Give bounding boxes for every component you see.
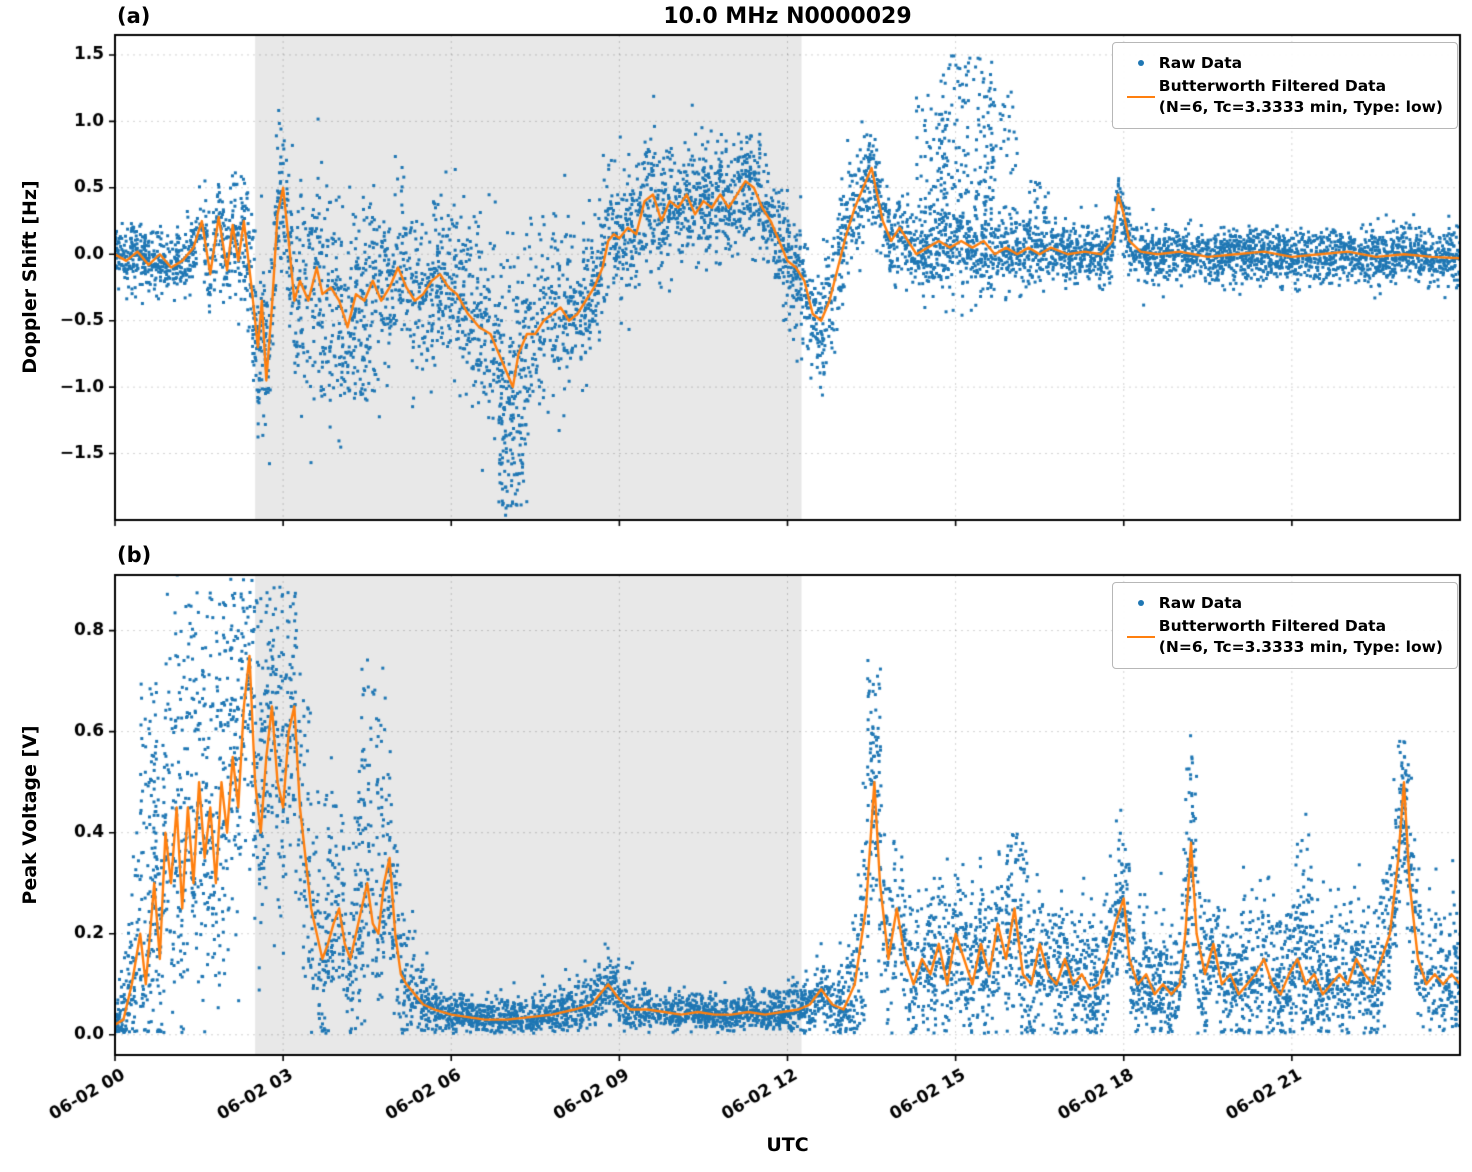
x-axis-label: UTC — [766, 1134, 809, 1156]
filtered-data-marker-cell — [1123, 635, 1159, 638]
filtered-data-line-icon — [1126, 635, 1155, 638]
filtered-data-marker-cell — [1123, 95, 1159, 98]
legend-raw-row: Raw Data — [1123, 53, 1443, 74]
panel-b-ylabel: Peak Voltage [V] — [19, 725, 41, 905]
legend-filtered-row: Butterworth Filtered Data (N=6, Tc=3.333… — [1123, 76, 1443, 118]
filtered-data-line-icon — [1126, 95, 1155, 98]
raw-data-dot-icon — [1137, 60, 1144, 67]
legend-filtered-row: Butterworth Filtered Data (N=6, Tc=3.333… — [1123, 616, 1443, 658]
panel-a-label: (a) — [117, 4, 151, 28]
filtered-legend-sublabel: (N=6, Tc=3.3333 min, Type: low) — [1158, 637, 1443, 656]
chart-title: 10.0 MHz N0000029 — [663, 4, 912, 29]
panel-b-label: (b) — [117, 543, 152, 567]
raw-data-marker-cell — [1123, 600, 1159, 607]
panel-a-legend: Raw Data Butterworth Filtered Data (N=6,… — [1111, 42, 1458, 129]
filtered-legend-label: Butterworth Filtered Data — [1158, 76, 1387, 95]
raw-data-legend-label: Raw Data — [1158, 54, 1243, 72]
panel-b-legend: Raw Data Butterworth Filtered Data (N=6,… — [1111, 582, 1458, 669]
raw-data-marker-cell — [1123, 60, 1159, 67]
filtered-legend-sublabel: (N=6, Tc=3.3333 min, Type: low) — [1158, 97, 1443, 116]
raw-data-legend-label: Raw Data — [1158, 594, 1243, 612]
raw-data-dot-icon — [1137, 600, 1144, 607]
filtered-legend-label: Butterworth Filtered Data — [1158, 616, 1387, 635]
legend-raw-row: Raw Data — [1123, 593, 1443, 614]
panel-a-ylabel: Doppler Shift [Hz] — [19, 180, 41, 374]
